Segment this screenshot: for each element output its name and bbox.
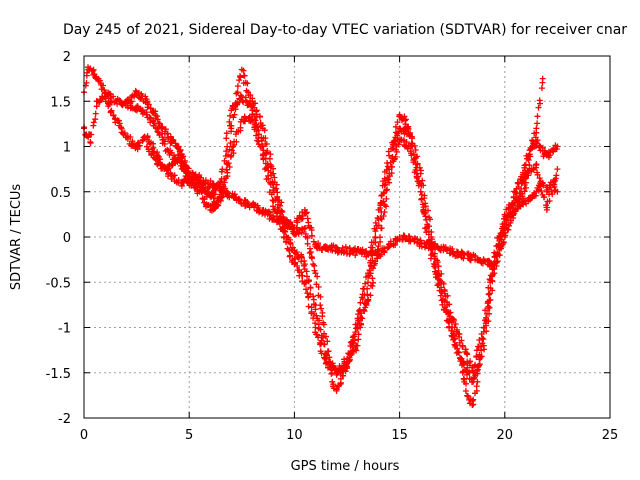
axis-ticks: 0 5 10 15 20 25 -2 -1.5 -1 -0.5 0 0.5 1 1.5 2 [46, 50, 619, 443]
y-axis-label: SDTVAR / TECUs [9, 184, 24, 291]
marker-cloud [82, 64, 560, 408]
data-point [522, 161, 529, 168]
data-point [417, 188, 424, 195]
y-tick-label: -1.5 [46, 367, 71, 382]
y-tick-label: -2 [58, 412, 71, 427]
data-point [234, 89, 241, 96]
data-point [365, 279, 372, 286]
data-point [438, 297, 445, 304]
series-4 [143, 143, 561, 270]
x-tick-label: 15 [391, 428, 408, 443]
y-tick-label: -1 [58, 322, 71, 337]
x-tick-label: 0 [80, 428, 88, 443]
data-point [554, 166, 561, 173]
y-tick-label: 1.5 [50, 95, 71, 110]
y-tick-label: 0.5 [50, 186, 71, 201]
chart-title: Day 245 of 2021, Sidereal Day-to-day VTE… [63, 22, 627, 38]
data-point [386, 179, 393, 186]
x-tick-label: 25 [602, 428, 619, 443]
x-tick-label: 5 [185, 428, 193, 443]
marker-cloud [124, 79, 546, 378]
y-tick-label: 2 [63, 50, 71, 65]
x-tick-label: 10 [286, 428, 303, 443]
series-4-interpolated [143, 143, 560, 270]
series-3-interpolated [124, 79, 546, 378]
y-tick-label: -0.5 [46, 276, 71, 291]
y-tick-label: 1 [63, 141, 71, 156]
series-1 [81, 64, 561, 408]
y-tick-label: 0 [63, 231, 71, 246]
marker-cloud [143, 143, 560, 270]
x-tick-label: 20 [497, 428, 514, 443]
x-axis-label: GPS time / hours [291, 459, 400, 474]
series-3 [123, 75, 546, 378]
series-1-interpolated [82, 64, 560, 408]
data-points [81, 64, 561, 408]
